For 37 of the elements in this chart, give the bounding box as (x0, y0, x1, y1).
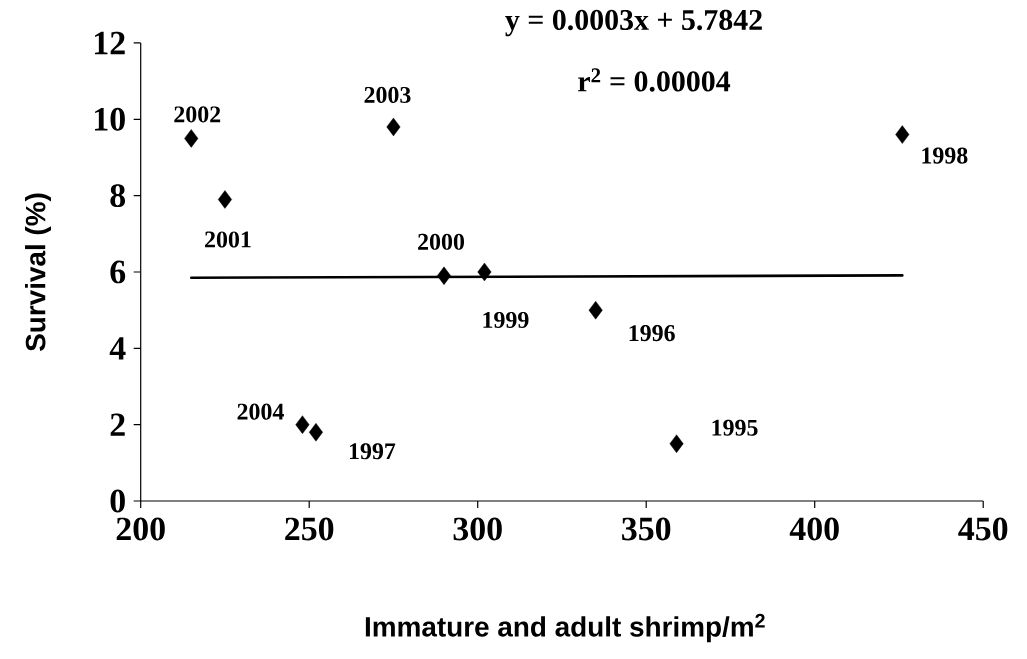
point (218, 190, 232, 209)
point (295, 415, 310, 434)
y-axis-title: Survival (%) (25, 193, 51, 352)
x-tick-label: 250 (285, 517, 334, 541)
text: y = 0.0003x + 5.7842 (505, 9, 762, 37)
point (437, 266, 451, 285)
point (184, 129, 199, 148)
point (308, 423, 323, 442)
annotation: 2001 (205, 231, 251, 248)
point (477, 262, 492, 282)
annotation: 2004 (237, 403, 284, 420)
annotation: 2000 (418, 233, 465, 250)
y-tick-label: 2 (110, 413, 125, 436)
y-tick-label: 8 (110, 184, 126, 208)
annotation: 2003 (364, 86, 411, 103)
annotation: r$^{2}$ = 0.00004 (578, 68, 731, 92)
x-tick-label: 350 (622, 517, 671, 541)
y-tick-label: 0 (110, 489, 125, 513)
annotation: 2002 (174, 106, 221, 123)
x-tick-label: 400 (789, 517, 839, 541)
y-tick-label: 6 (110, 260, 126, 284)
y-tick-label: 10 (95, 107, 125, 131)
x-tick-label: 200 (116, 517, 165, 541)
y-tick-label: 12 (95, 31, 125, 55)
annotation: 1999 (483, 311, 529, 329)
point (386, 117, 401, 137)
y-tick-label: 4 (109, 337, 126, 360)
annotation: 1998 (922, 147, 968, 164)
x-axis-title: Immature and adult shrimp/m$^{2}$ (365, 613, 765, 643)
point (669, 434, 684, 453)
x-tick-label: 300 (453, 517, 502, 541)
point (895, 125, 910, 144)
point (588, 300, 603, 320)
annotation: 1995 (712, 419, 758, 436)
x-tick-label: 450 (958, 517, 1008, 541)
annotation: 1997 (349, 443, 396, 460)
annotation: 1996 (629, 325, 675, 342)
